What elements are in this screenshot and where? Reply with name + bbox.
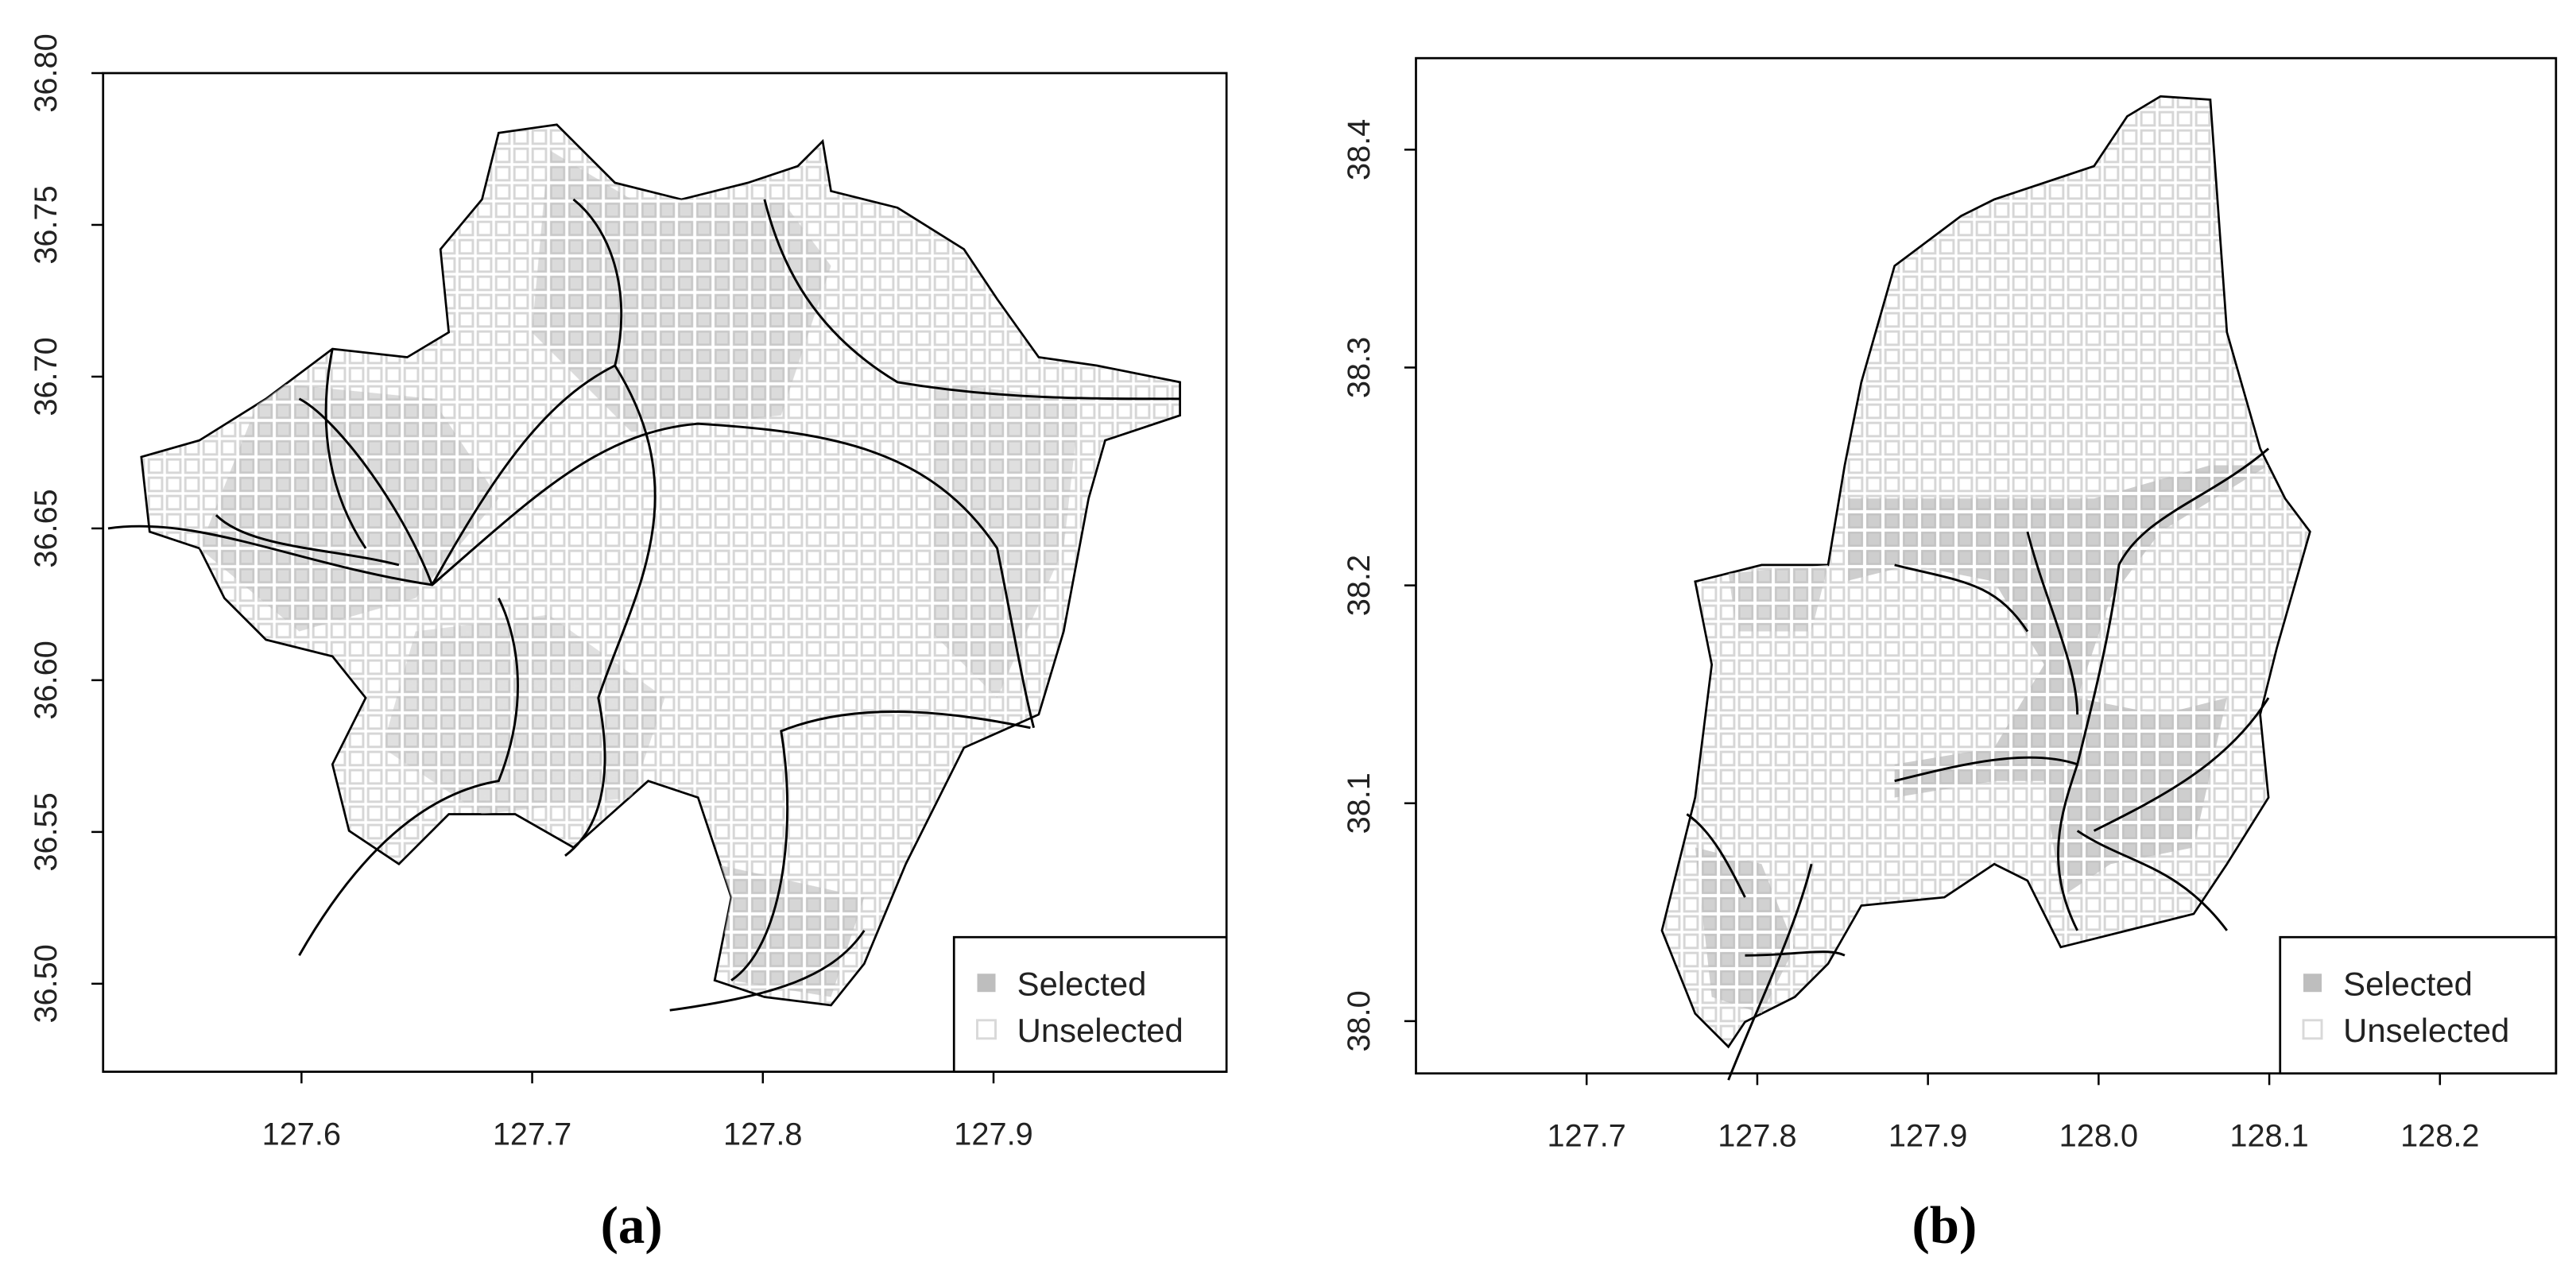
plot-frame	[102, 72, 1228, 1073]
panel-label: (b)	[1912, 1196, 1978, 1255]
y-tick-label: 36.80	[29, 33, 64, 112]
legend-label: Unselected	[2343, 1012, 2509, 1049]
legend-swatch	[2302, 1019, 2323, 1040]
axes-layer: 127.6 127.7 127.8 127.9 36.50 36.55 36.60 36.65…	[29, 33, 2558, 1255]
legend-label: Selected	[2343, 965, 2473, 1002]
x-tick-label: 127.9	[1888, 1119, 1967, 1154]
x-tick-label: 127.7	[493, 1117, 571, 1152]
legend-label: Unselected	[1017, 1012, 1183, 1049]
x-tick-label: 127.6	[262, 1117, 341, 1152]
x-tick-label: 128.1	[2229, 1119, 2308, 1154]
y-tick-label: 36.50	[29, 944, 64, 1023]
plot-frame	[1415, 56, 2558, 1075]
x-tick-label: 127.8	[723, 1117, 802, 1152]
legend-swatch	[977, 974, 996, 993]
y-tick-label: 38.0	[1342, 990, 1377, 1051]
y-tick-label: 36.60	[29, 641, 64, 719]
legend-swatch	[2303, 974, 2322, 993]
panel-label: (a)	[601, 1196, 663, 1255]
x-tick-label: 127.8	[1718, 1119, 1796, 1154]
legend-box	[952, 935, 1228, 1073]
legend-swatch	[976, 1019, 997, 1040]
legend-box	[2279, 935, 2558, 1075]
y-tick-label: 38.1	[1342, 772, 1377, 834]
y-tick-label: 38.3	[1342, 337, 1377, 398]
y-tick-label: 36.55	[29, 792, 64, 871]
x-tick-label: 128.0	[2059, 1119, 2138, 1154]
map-b	[1660, 95, 2311, 1081]
y-tick-label: 36.75	[29, 185, 64, 264]
y-tick-label: 36.65	[29, 489, 64, 567]
x-tick-label: 127.7	[1548, 1119, 1626, 1154]
x-tick-label: 127.9	[954, 1117, 1032, 1152]
y-tick-label: 38.4	[1342, 119, 1377, 180]
x-tick-label: 128.2	[2400, 1119, 2479, 1154]
y-tick-label: 38.2	[1342, 555, 1377, 616]
y-tick-label: 36.70	[29, 337, 64, 416]
map-a	[107, 123, 1181, 1012]
legend-label: Selected	[1017, 965, 1147, 1002]
